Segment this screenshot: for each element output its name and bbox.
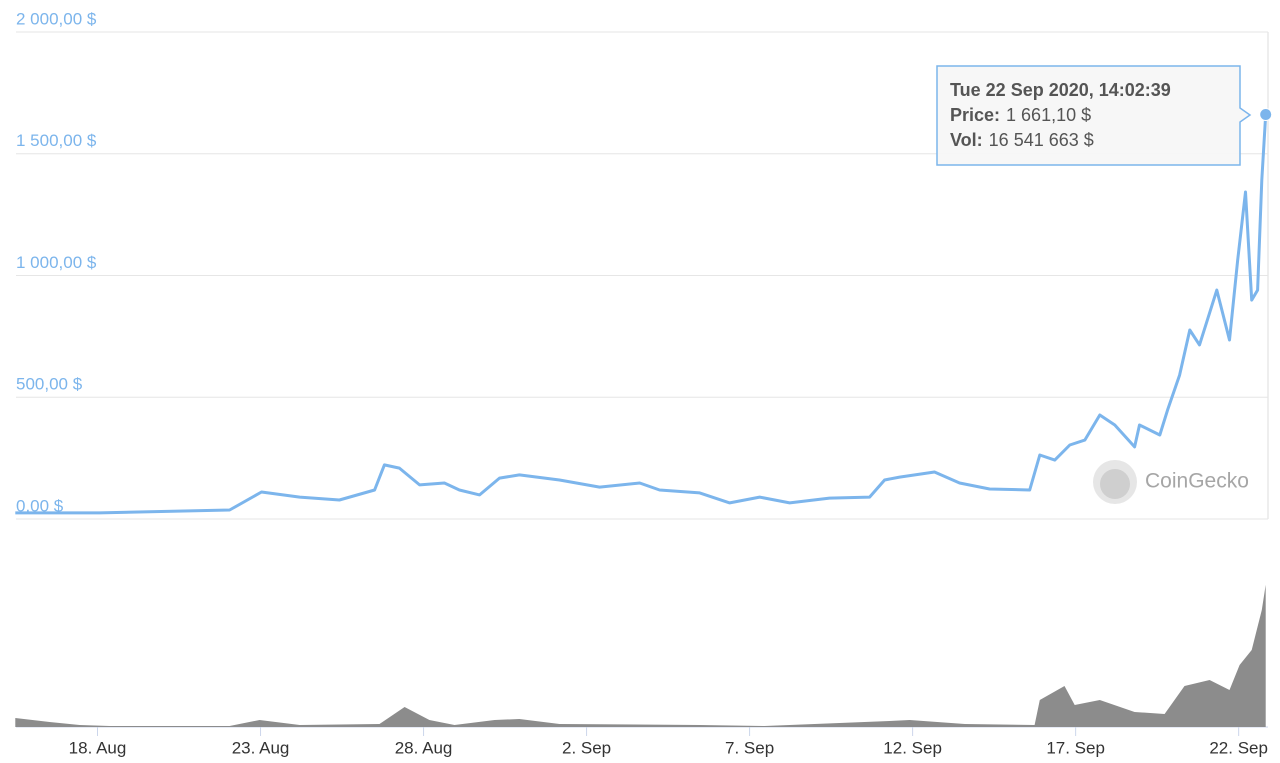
tooltip-value: 1 661,10 $ [1006,105,1091,125]
x-tick-label: 7. Sep [725,738,774,757]
x-tick-label: 2. Sep [562,738,611,757]
x-tick-label: 18. Aug [69,738,127,757]
watermark: CoinGecko [1093,460,1249,504]
watermark-text: CoinGecko [1145,470,1249,493]
x-tick-label: 23. Aug [232,738,290,757]
y-tick-label: 2 000,00 $ [16,9,97,28]
x-tick-label: 22. Sep [1209,738,1268,757]
y-tick-label: 1 000,00 $ [16,253,97,272]
tooltip-title: Tue 22 Sep 2020, 14:02:39 [950,80,1171,100]
y-tick-label: 500,00 $ [16,375,83,394]
tooltip-value: 16 541 663 $ [989,130,1094,150]
hover-point [1259,108,1273,122]
tooltip-label: Price: [950,105,1000,125]
tooltip-row: Price: 1 661,10 $ [950,105,1091,125]
x-tick-label: 28. Aug [395,738,453,757]
tooltip: Tue 22 Sep 2020, 14:02:39 Price: 1 661,10 … [936,65,1252,166]
tooltip-row: Vol: 16 541 663 $ [950,130,1094,150]
x-tick-label: 17. Sep [1046,738,1105,757]
watermark-logo [1100,469,1130,499]
y-tick-label: 1 500,00 $ [16,131,97,150]
volume-area [15,584,1266,727]
tooltip-box [936,65,1252,166]
y-tick-label: 0,00 $ [16,496,64,515]
tooltip-label: Vol: [950,130,983,150]
price-line [15,114,1268,515]
x-tick-label: 12. Sep [883,738,942,757]
